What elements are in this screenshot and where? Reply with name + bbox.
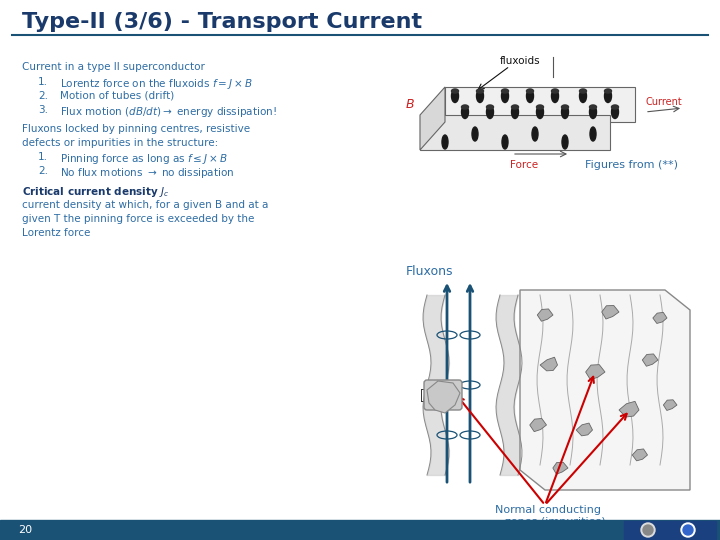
- Text: 3.: 3.: [38, 105, 48, 115]
- Text: Fluxons: Fluxons: [406, 265, 454, 278]
- Text: Critical current density $J_c$: Critical current density $J_c$: [22, 185, 170, 199]
- Ellipse shape: [580, 89, 587, 93]
- Ellipse shape: [472, 127, 478, 141]
- Ellipse shape: [605, 89, 611, 93]
- Text: defects or impurities in the structure:: defects or impurities in the structure:: [22, 138, 218, 148]
- Ellipse shape: [477, 90, 484, 103]
- Polygon shape: [540, 357, 557, 371]
- Ellipse shape: [451, 90, 459, 103]
- Text: given T the pinning force is exceeded by the: given T the pinning force is exceeded by…: [22, 214, 254, 224]
- Polygon shape: [585, 364, 605, 380]
- Text: Current in a type II superconductor: Current in a type II superconductor: [22, 62, 205, 72]
- Circle shape: [641, 523, 655, 537]
- Text: Lorentz force: Lorentz force: [22, 228, 91, 238]
- Ellipse shape: [590, 105, 596, 118]
- Ellipse shape: [536, 105, 544, 118]
- Text: 1.: 1.: [38, 77, 48, 87]
- Text: Lorentz force on the fluxoids $f = J \times B$: Lorentz force on the fluxoids $f = J \ti…: [60, 77, 253, 91]
- Text: 2.: 2.: [38, 166, 48, 176]
- Circle shape: [643, 525, 653, 535]
- Ellipse shape: [462, 105, 469, 118]
- Bar: [0, 520, 720, 540]
- Text: Pinning force as long as $f \leq J \times B$: Pinning force as long as $f \leq J \time…: [60, 152, 228, 166]
- Polygon shape: [642, 354, 658, 366]
- Ellipse shape: [552, 89, 559, 93]
- Text: Figures from (**): Figures from (**): [585, 160, 678, 170]
- Ellipse shape: [611, 105, 618, 118]
- Ellipse shape: [442, 135, 448, 149]
- Polygon shape: [602, 306, 619, 319]
- Ellipse shape: [536, 105, 544, 109]
- Text: $B$: $B$: [405, 98, 415, 111]
- Ellipse shape: [477, 89, 484, 93]
- Text: Normal conducting: Normal conducting: [495, 505, 601, 515]
- Ellipse shape: [502, 135, 508, 149]
- Ellipse shape: [502, 89, 508, 93]
- Ellipse shape: [487, 105, 493, 118]
- Text: fluxoids: fluxoids: [500, 56, 541, 66]
- Polygon shape: [520, 290, 690, 490]
- Polygon shape: [530, 418, 546, 431]
- Text: zones (impurities): zones (impurities): [505, 517, 606, 527]
- Ellipse shape: [580, 90, 587, 103]
- Ellipse shape: [526, 89, 534, 93]
- Ellipse shape: [552, 90, 559, 103]
- Text: 1.: 1.: [38, 152, 48, 162]
- Ellipse shape: [562, 135, 568, 149]
- Ellipse shape: [451, 89, 459, 93]
- Polygon shape: [619, 401, 639, 417]
- Ellipse shape: [611, 105, 618, 109]
- Ellipse shape: [511, 105, 518, 109]
- Text: Flux motion $(dB/dt) \rightarrow$ energy dissipation!: Flux motion $(dB/dt) \rightarrow$ energy…: [60, 105, 276, 119]
- Ellipse shape: [590, 105, 596, 109]
- Text: Motion of tubes (drift): Motion of tubes (drift): [60, 91, 174, 101]
- Ellipse shape: [511, 105, 518, 118]
- Ellipse shape: [562, 105, 569, 109]
- Ellipse shape: [532, 127, 538, 141]
- Ellipse shape: [526, 90, 534, 103]
- Polygon shape: [576, 423, 593, 436]
- Text: Fluxons locked by pinning centres, resistive: Fluxons locked by pinning centres, resis…: [22, 124, 250, 134]
- Polygon shape: [445, 87, 635, 122]
- Polygon shape: [553, 462, 568, 474]
- Text: No flux motions $\rightarrow$ no dissipation: No flux motions $\rightarrow$ no dissipa…: [60, 166, 235, 180]
- Polygon shape: [420, 87, 445, 150]
- Ellipse shape: [605, 90, 611, 103]
- Text: 2.: 2.: [38, 91, 48, 101]
- Polygon shape: [632, 449, 647, 461]
- Text: current density at which, for a given B and at a: current density at which, for a given B …: [22, 200, 269, 210]
- Circle shape: [683, 525, 693, 535]
- Text: Type-II (3/6) - Transport Current: Type-II (3/6) - Transport Current: [22, 12, 422, 32]
- Ellipse shape: [562, 105, 569, 118]
- Bar: [624, 521, 716, 539]
- Polygon shape: [653, 312, 667, 323]
- Ellipse shape: [590, 127, 596, 141]
- Ellipse shape: [502, 90, 508, 103]
- Text: 20: 20: [18, 525, 32, 535]
- Text: Force: Force: [510, 160, 538, 170]
- Ellipse shape: [487, 105, 493, 109]
- FancyBboxPatch shape: [424, 380, 462, 410]
- Circle shape: [681, 523, 695, 537]
- Polygon shape: [420, 115, 610, 150]
- Polygon shape: [427, 381, 460, 413]
- Polygon shape: [663, 400, 677, 410]
- Ellipse shape: [462, 105, 469, 109]
- Text: Current: Current: [645, 97, 682, 107]
- Polygon shape: [537, 309, 553, 321]
